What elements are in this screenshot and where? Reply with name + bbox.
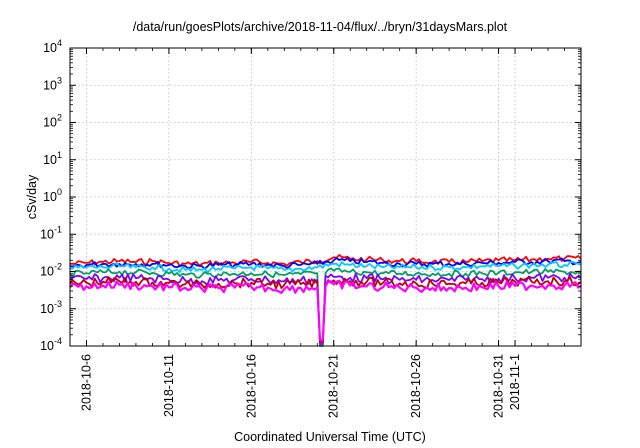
y-tick-label: 104 xyxy=(43,38,62,55)
y-tick-label: 103 xyxy=(43,75,62,92)
x-tick-label: 2018-11-1 xyxy=(508,354,522,410)
tick-layer: 10-4 10-3 10-2 10-1 100 101 102 103 104 2018-10-6… xyxy=(40,38,582,418)
y-tick-label: 101 xyxy=(43,150,62,167)
series-line xyxy=(70,261,582,274)
y-tick-label: 10-2 xyxy=(40,262,62,279)
y-tick-label: 10-3 xyxy=(40,299,62,316)
chart-title: /data/run/goesPlots/archive/2018-11-04/f… xyxy=(132,20,508,34)
y-axis-label: cSv/day xyxy=(25,174,39,219)
series-layer xyxy=(69,254,582,347)
x-tick-label: 2018-10-11 xyxy=(162,354,176,417)
x-tick-label: 2018-10-21 xyxy=(327,354,341,418)
y-tick-label: 10-1 xyxy=(40,224,62,241)
y-tick-label: 100 xyxy=(43,187,62,204)
y-tick-label: 102 xyxy=(43,113,62,130)
x-tick-label: 2018-10-26 xyxy=(409,354,423,418)
x-tick-label: 2018-10-6 xyxy=(79,354,93,411)
y-tick-label: 10-4 xyxy=(40,336,62,353)
x-tick-label: 2018-10-16 xyxy=(244,354,258,418)
series-line xyxy=(69,267,582,347)
x-tick-label: 2018-10-31 xyxy=(492,354,506,418)
x-axis-label: Coordinated Universal Time (UTC) xyxy=(234,430,426,444)
series-line xyxy=(69,279,582,342)
